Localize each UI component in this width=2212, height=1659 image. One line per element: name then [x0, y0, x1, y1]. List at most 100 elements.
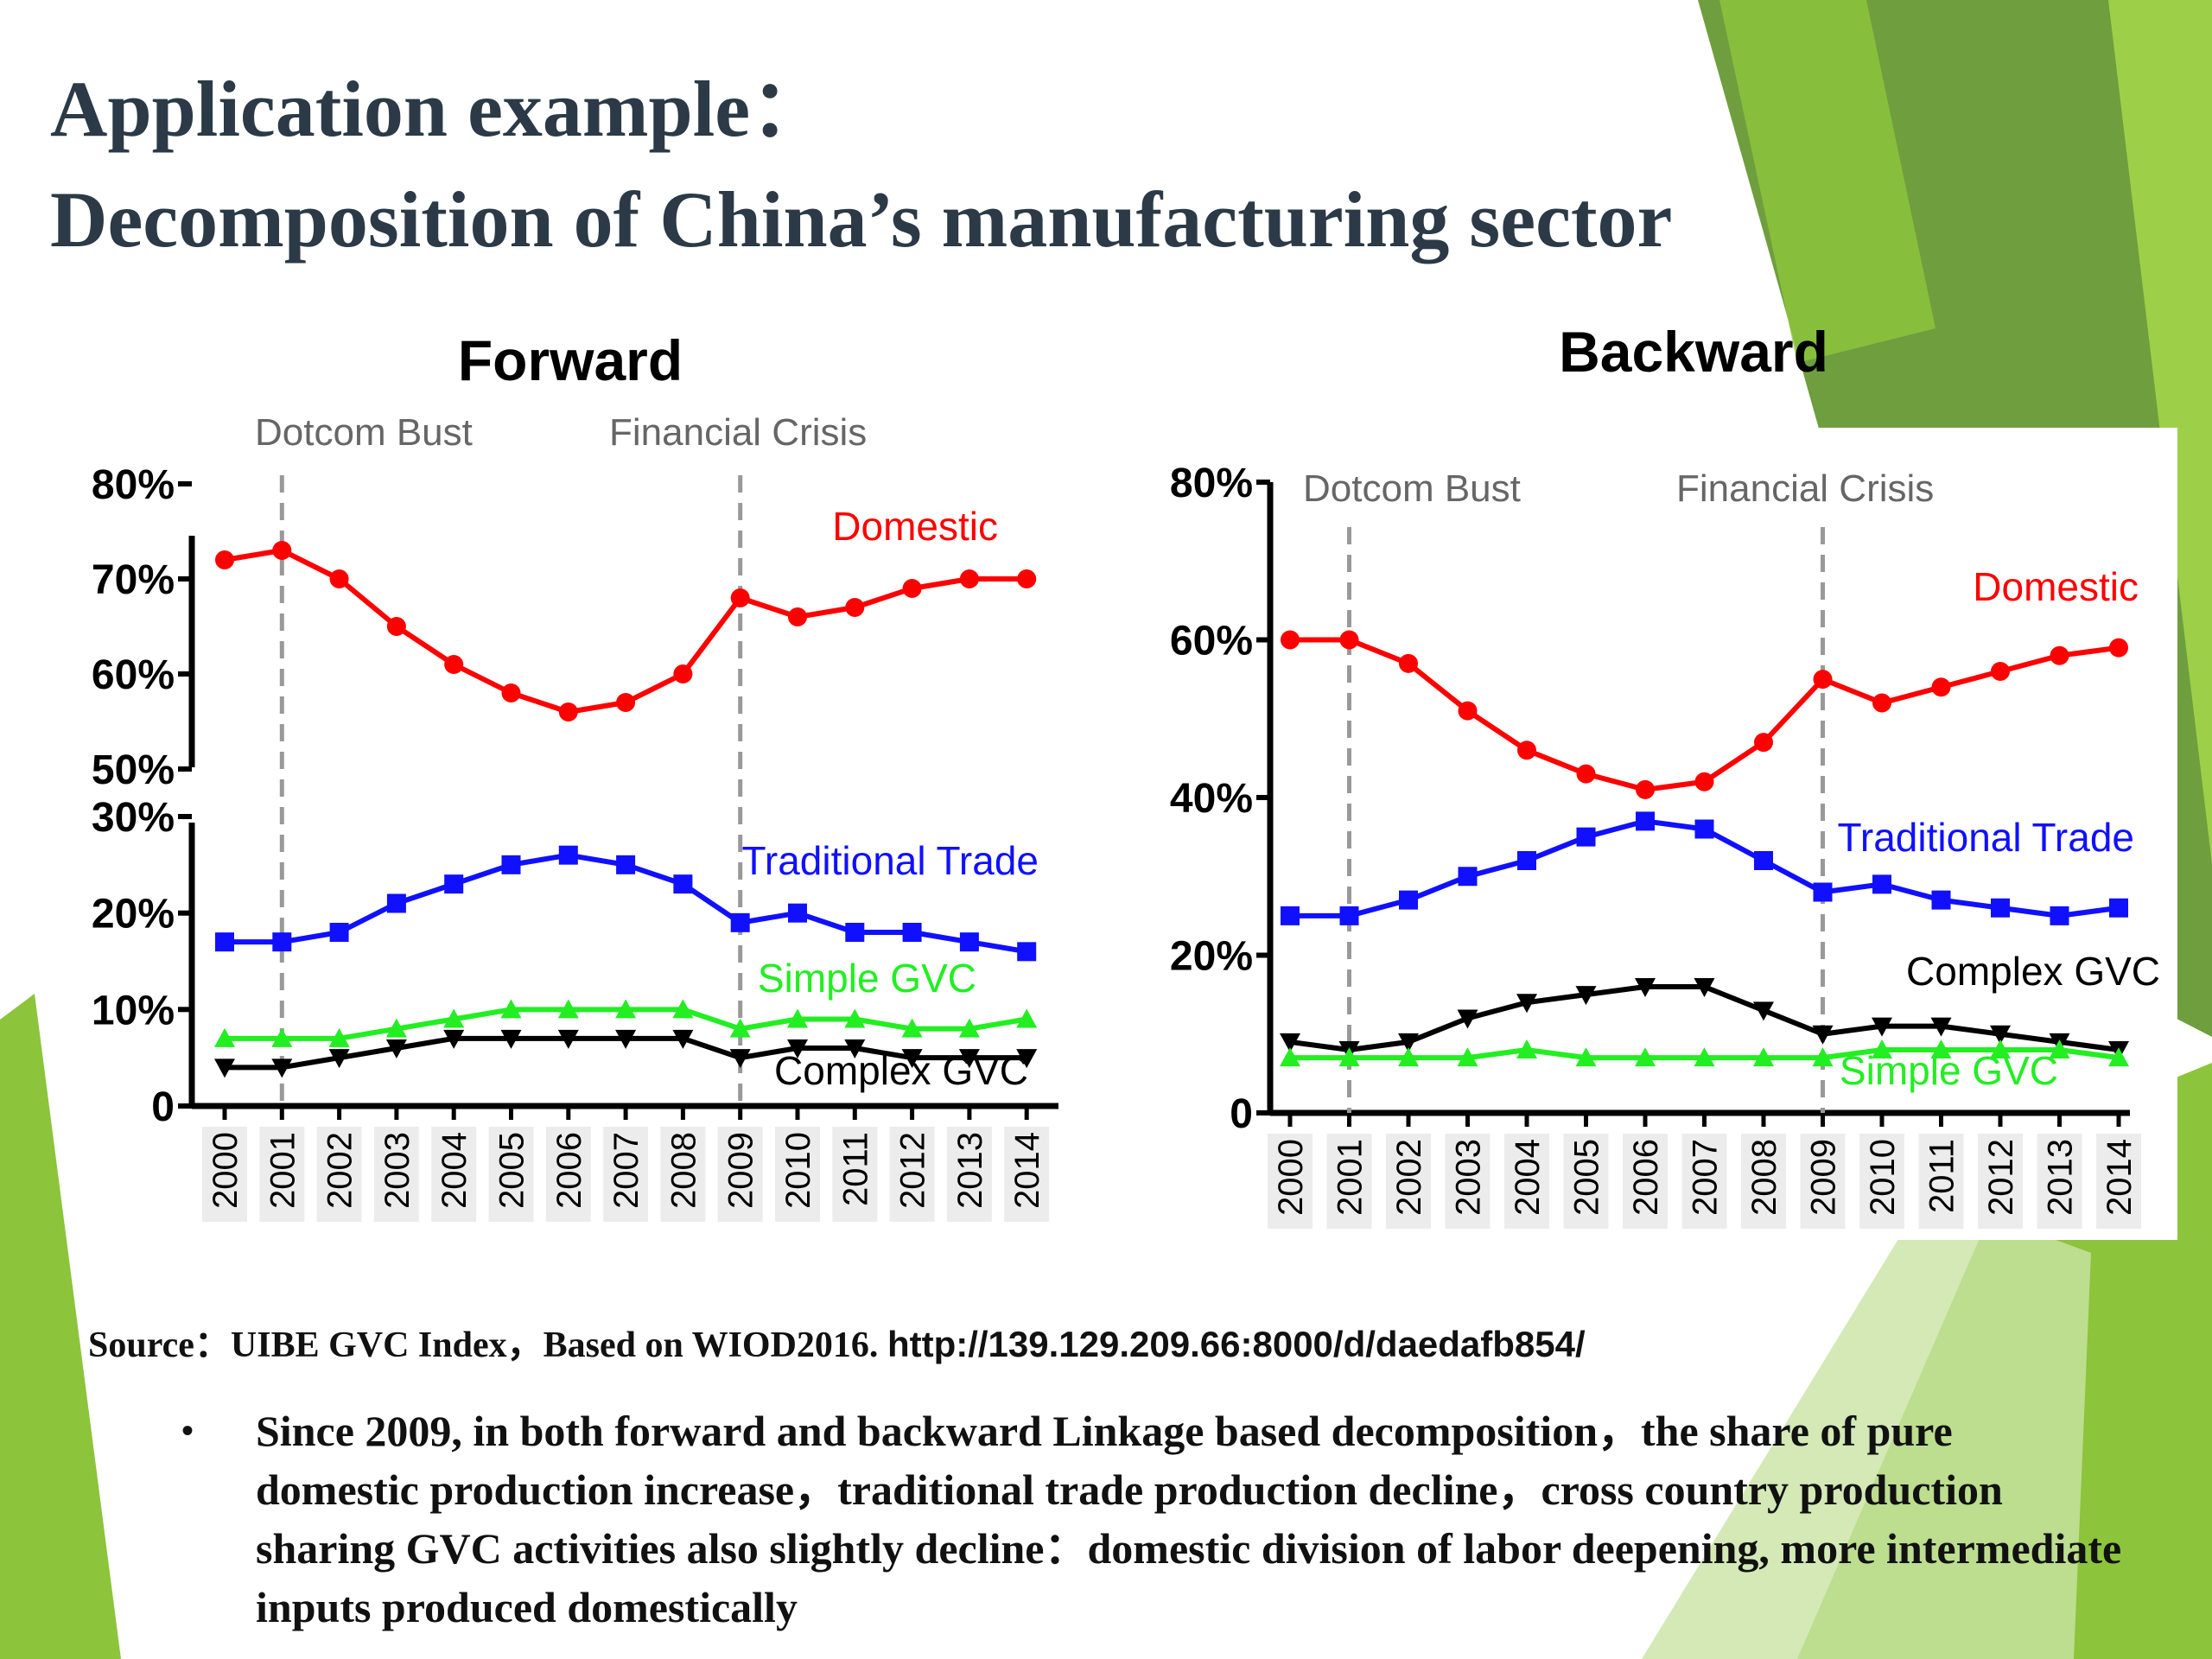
chart-1-simple-gvc-point [1398, 1047, 1419, 1067]
chart-1-x-tick-label: 2010 [1864, 1139, 1902, 1216]
chart-0-x-tick-bg [316, 1127, 362, 1222]
chart-1-simple-gvc-point [1516, 1039, 1537, 1058]
chart-0-x-tick-label: 2012 [894, 1132, 932, 1209]
chart-0-complex-gvc-point [328, 1049, 350, 1069]
chart-0-y-tick-label: 30% [92, 795, 175, 841]
chart-1-x-tick-label: 2006 [1627, 1139, 1665, 1216]
chart-0-complex-gvc-point [557, 1029, 579, 1049]
chart-0-simple-gvc-point [557, 999, 579, 1019]
chart-1-traditional-trade-point [1931, 890, 1951, 910]
chart-1-simple-gvc-point [1753, 1047, 1774, 1067]
slide-title-line-2: Decomposition of China’s manufacturing s… [50, 175, 1673, 264]
chart-0-simple-gvc-point [328, 1027, 350, 1047]
chart-1-traditional-trade-point [1694, 819, 1714, 839]
chart-1-complex-gvc-point [1398, 1033, 1419, 1052]
chart-1-domestic-point [1991, 662, 2010, 681]
chart-0-y-tick-label: 50% [92, 747, 175, 793]
chart-1-domestic-point [1872, 693, 1891, 713]
chart-0-x-tick-bg [373, 1127, 419, 1222]
chart-0-title: Forward [458, 328, 683, 392]
chart-1-traditional-trade-point [1872, 874, 1891, 894]
decor-green-shape-left [0, 994, 121, 1659]
chart-1-simple-gvc-point [1457, 1047, 1478, 1067]
chart-1-complex-gvc-point [1635, 978, 1656, 997]
decor-green-shape-bottom-light [1642, 1192, 2091, 1659]
chart-0-x-tick-label: 2000 [207, 1132, 245, 1209]
chart-0-traditional-trade-point [959, 932, 979, 952]
chart-1-label-traditional-trade: Traditional Trade [1838, 815, 2134, 860]
chart-1-x-tick-bg [1623, 1134, 1668, 1229]
chart-0-traditional-trade-point [616, 855, 636, 874]
chart-0-x-tick-bg [488, 1127, 534, 1222]
chart-1-traditional-trade-point [1991, 898, 2010, 918]
chart-0-domestic-point [444, 655, 464, 674]
chart-1-x-tick-bg [1741, 1134, 1786, 1229]
chart-0-y-tick-label: 10% [92, 988, 175, 1033]
chart-1-y-tick-label: 20% [1170, 934, 1253, 980]
chart-0-y-tick-label: 80% [92, 462, 175, 508]
chart-0-complex-gvc-point [214, 1058, 235, 1078]
chart-0-x-tick-label: 2003 [378, 1132, 416, 1209]
chart-0-complex-gvc-point [271, 1058, 293, 1078]
chart-0-simple-gvc-point [271, 1027, 293, 1047]
bullet-dot: • [181, 1411, 194, 1450]
chart-0-y-tick-label: 0 [151, 1084, 175, 1130]
chart-1-traditional-trade-point [1339, 906, 1359, 925]
chart-0-x-tick-label: 2002 [321, 1132, 359, 1209]
chart-0-complex-gvc-point [958, 1049, 980, 1069]
chart-0-label-simple-gvc: Simple GVC [758, 956, 976, 1001]
chart-0-simple-gvc-point [958, 1018, 980, 1038]
chart-1-traditional-trade-point [1281, 906, 1300, 925]
chart-0-label-traditional-trade: Traditional Trade [742, 838, 1039, 883]
chart-0-traditional-trade-point [558, 845, 578, 865]
chart-0-domestic-point [386, 617, 406, 636]
chart-1-y-tick-label: 0 [1230, 1091, 1253, 1137]
chart-0-x-tick-bg [775, 1127, 820, 1222]
chart-0-x-tick-label: 2013 [951, 1132, 989, 1209]
chart-0-domestic-point [215, 550, 234, 569]
chart-1-domestic-point [1399, 653, 1418, 673]
bullet-text: Since 2009, in both forward and backward… [256, 1407, 2122, 1631]
chart-1-domestic-point [1636, 779, 1655, 799]
chart-1-traditional-trade-point [1576, 827, 1596, 847]
chart-0-x-tick-label: 2006 [550, 1132, 588, 1209]
chart-0-x-tick-bg [660, 1127, 706, 1222]
chart-1-simple-gvc-point [1872, 1039, 1892, 1058]
chart-1-traditional-trade-point [2109, 898, 2128, 918]
chart-0-traditional-trade-point [673, 874, 693, 894]
chart-1-complex-gvc-point [1990, 1025, 2011, 1045]
chart-1-traditional-trade-point [2050, 906, 2069, 925]
chart-0-annotation-financial-crisis: Financial Crisis [609, 411, 867, 454]
chart-1-traditional-trade-point [1399, 890, 1418, 910]
chart-0-traditional-trade-point [1017, 942, 1037, 962]
chart-0-x-tick-label: 2005 [493, 1132, 531, 1209]
chart-0-simple-gvc-point [672, 999, 694, 1019]
chart-1-complex-gvc-point [1694, 978, 1715, 997]
chart-0-x-tick-bg [1004, 1127, 1050, 1222]
chart-1-simple-gvc-point [2108, 1047, 2129, 1067]
chart-0-domestic-point [1017, 569, 1037, 588]
chart-1-x-tick-bg [1326, 1134, 1372, 1229]
chart-1-simple-gvc-point [1930, 1039, 1952, 1058]
chart-0-simple-gvc-point [844, 1008, 866, 1028]
chart-0-complex-gvc-point [672, 1029, 694, 1049]
chart-0-y-tick-label: 20% [92, 892, 175, 938]
chart-1-complex-gvc-point [1516, 994, 1537, 1014]
chart-0-x-tick-label: 2009 [722, 1132, 760, 1209]
chart-1-traditional-trade-point [1754, 851, 1773, 870]
chart-1-complex-gvc-point [1872, 1017, 1892, 1037]
chart-0-simple-gvc-point [901, 1018, 923, 1038]
chart-1-x-tick-label: 2007 [1687, 1139, 1725, 1216]
bullet-point: • Since 2009, in both forward and backwa… [181, 1402, 2152, 1637]
slide-title: Application example： Decomposition of Ch… [50, 54, 1672, 275]
chart-0-x-tick-bg [889, 1127, 935, 1222]
chart-1-y-tick-label: 80% [1170, 461, 1253, 506]
source-url[interactable]: http://139.129.209.66:8000/d/daedafb854/ [887, 1324, 1586, 1364]
chart-0-traditional-trade-point [501, 855, 521, 874]
chart-0-domestic-point [501, 683, 521, 702]
chart-0-x-tick-label: 2008 [664, 1132, 702, 1209]
chart-1-domestic-point [1694, 772, 1714, 791]
chart-0-x-tick-bg [717, 1127, 763, 1222]
chart-0-domestic-point [959, 569, 979, 588]
chart-1-domestic-point [1813, 670, 1833, 690]
